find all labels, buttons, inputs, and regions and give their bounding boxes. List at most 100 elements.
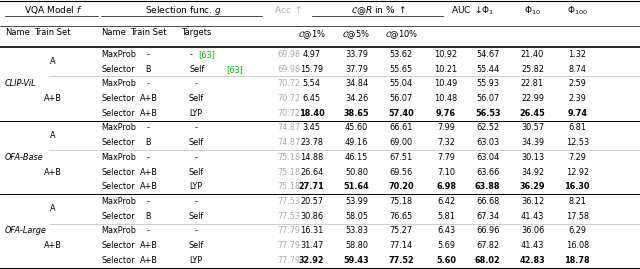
Text: A: A	[50, 131, 55, 140]
Text: MaxProb: MaxProb	[101, 123, 136, 132]
Text: 10.21: 10.21	[435, 65, 458, 74]
Text: 16.31: 16.31	[300, 226, 323, 235]
Text: 30.86: 30.86	[300, 212, 323, 221]
Text: 2.39: 2.39	[568, 94, 586, 103]
Text: Name: Name	[101, 28, 126, 37]
Text: 34.39: 34.39	[521, 138, 544, 147]
Text: 77.52: 77.52	[388, 256, 414, 265]
Text: 53.62: 53.62	[390, 50, 413, 59]
Text: VQA Model $f$: VQA Model $f$	[24, 4, 83, 16]
Text: $\Phi_1$: $\Phi_1$	[481, 4, 494, 16]
Text: 55.65: 55.65	[390, 65, 413, 74]
Text: 67.51: 67.51	[390, 153, 413, 162]
Text: -: -	[195, 79, 197, 88]
Text: Selector: Selector	[101, 138, 135, 147]
Text: Selector: Selector	[101, 241, 135, 250]
Text: Selector: Selector	[101, 182, 135, 191]
Text: CLIP-ViL: CLIP-ViL	[5, 79, 36, 88]
Text: -: -	[195, 197, 197, 206]
Text: A+B: A+B	[140, 168, 157, 176]
Text: [63]: [63]	[198, 50, 214, 59]
Text: 9.74: 9.74	[567, 109, 588, 118]
Text: 1.32: 1.32	[568, 50, 586, 59]
Text: 75.27: 75.27	[390, 226, 413, 235]
Text: LYP: LYP	[189, 182, 202, 191]
Text: Self: Self	[188, 94, 204, 103]
Text: Selector: Selector	[101, 109, 135, 118]
Text: 69.56: 69.56	[390, 168, 413, 176]
Text: A+B: A+B	[44, 241, 61, 250]
Text: 18.40: 18.40	[299, 109, 324, 118]
Text: 63.88: 63.88	[475, 182, 500, 191]
Text: 55.44: 55.44	[476, 65, 499, 74]
Text: 66.96: 66.96	[476, 226, 499, 235]
Text: 62.52: 62.52	[476, 123, 499, 132]
Text: A+B: A+B	[140, 256, 157, 265]
Text: 7.10: 7.10	[437, 168, 455, 176]
Text: Selector: Selector	[101, 256, 135, 265]
Text: -: -	[147, 79, 150, 88]
Text: MaxProb: MaxProb	[101, 79, 136, 88]
Text: OFA-Base: OFA-Base	[5, 153, 44, 162]
Text: 18.78: 18.78	[564, 256, 590, 265]
Text: 4.97: 4.97	[303, 50, 321, 59]
Text: A+B: A+B	[140, 182, 157, 191]
Text: 16.08: 16.08	[566, 241, 589, 250]
Text: 75.18: 75.18	[277, 182, 300, 191]
Text: Selection func. $g$: Selection func. $g$	[145, 4, 222, 17]
Text: 53.83: 53.83	[345, 226, 368, 235]
Text: 14.88: 14.88	[300, 153, 323, 162]
Text: 5.69: 5.69	[437, 241, 455, 250]
Text: 56.53: 56.53	[475, 109, 500, 118]
Text: 53.99: 53.99	[345, 197, 368, 206]
Text: 2.59: 2.59	[568, 79, 586, 88]
Text: 76.65: 76.65	[390, 212, 413, 221]
Text: 63.04: 63.04	[476, 153, 499, 162]
Text: 41.43: 41.43	[521, 212, 544, 221]
Text: $\Phi_{10}$: $\Phi_{10}$	[524, 4, 541, 16]
Text: 58.80: 58.80	[345, 241, 368, 250]
Text: A+B: A+B	[140, 109, 157, 118]
Text: 5.60: 5.60	[436, 256, 456, 265]
Text: -: -	[195, 153, 197, 162]
Text: 17.58: 17.58	[566, 212, 589, 221]
Text: $\mathcal{C}$@$R$ in % $\uparrow$: $\mathcal{C}$@$R$ in % $\uparrow$	[351, 4, 406, 17]
Text: Selector: Selector	[101, 65, 135, 74]
Text: 74.87: 74.87	[277, 138, 300, 147]
Text: 54.67: 54.67	[476, 50, 499, 59]
Text: B: B	[146, 138, 151, 147]
Text: 46.15: 46.15	[345, 153, 368, 162]
Text: 77.53: 77.53	[277, 212, 300, 221]
Text: 56.07: 56.07	[390, 94, 413, 103]
Text: $\mathcal{C}$@1%: $\mathcal{C}$@1%	[298, 28, 326, 41]
Text: 16.30: 16.30	[564, 182, 590, 191]
Text: 25.82: 25.82	[521, 65, 544, 74]
Text: 69.98: 69.98	[277, 50, 300, 59]
Text: 6.98: 6.98	[436, 182, 456, 191]
Text: 77.79: 77.79	[277, 226, 300, 235]
Text: 30.57: 30.57	[521, 123, 544, 132]
Text: $\mathcal{C}$@10%: $\mathcal{C}$@10%	[385, 28, 418, 41]
Text: 6.29: 6.29	[568, 226, 586, 235]
Text: -: -	[195, 123, 197, 132]
Text: 5.81: 5.81	[437, 212, 455, 221]
Text: 21.40: 21.40	[521, 50, 544, 59]
Text: 8.74: 8.74	[568, 65, 586, 74]
Text: 6.42: 6.42	[437, 197, 455, 206]
Text: 55.93: 55.93	[476, 79, 499, 88]
Text: 70.72: 70.72	[277, 79, 300, 88]
Text: MaxProb: MaxProb	[101, 50, 136, 59]
Text: 12.53: 12.53	[566, 138, 589, 147]
Text: 77.79: 77.79	[277, 256, 300, 265]
Text: 55.04: 55.04	[390, 79, 413, 88]
Text: -: -	[147, 50, 150, 59]
Text: 10.48: 10.48	[435, 94, 458, 103]
Text: 6.43: 6.43	[437, 226, 455, 235]
Text: Self: Self	[189, 65, 205, 74]
Text: 77.14: 77.14	[390, 241, 413, 250]
Text: Train Set: Train Set	[34, 28, 71, 37]
Text: 8.21: 8.21	[568, 197, 586, 206]
Text: Acc $\uparrow$: Acc $\uparrow$	[275, 4, 303, 15]
Text: $\Phi_{100}$: $\Phi_{100}$	[567, 4, 588, 16]
Text: -: -	[147, 153, 150, 162]
